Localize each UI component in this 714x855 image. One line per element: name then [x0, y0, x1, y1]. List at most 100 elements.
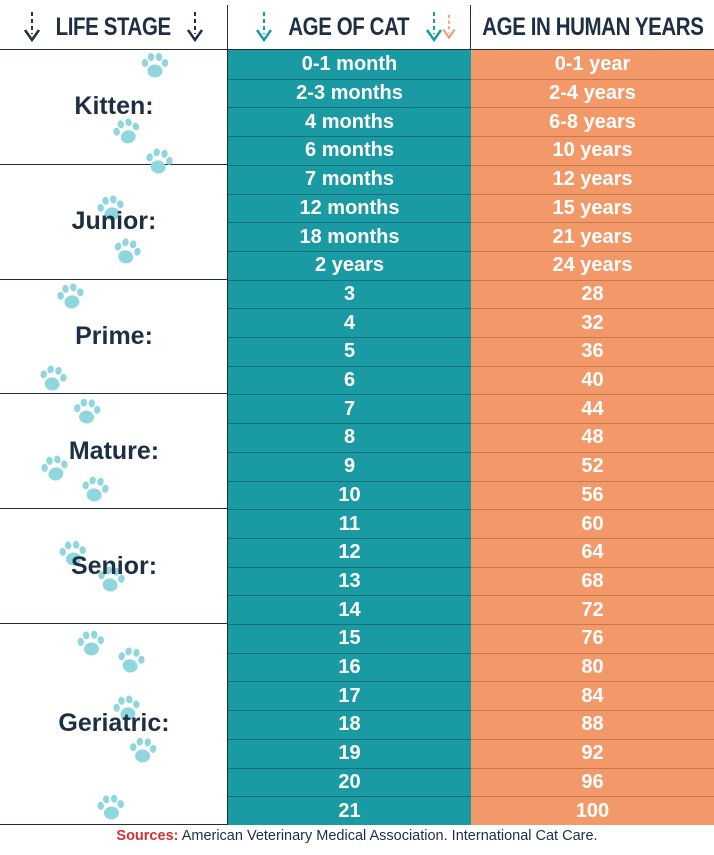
- sources-footer: Sources: American Veterinary Medical Ass…: [0, 828, 714, 844]
- cat-age-cell: 7: [228, 394, 471, 423]
- human-age-cell: 32: [471, 308, 714, 337]
- cat-age-cell: 3: [228, 279, 471, 309]
- stage-kitten: Kitten:: [0, 50, 228, 165]
- stage-geriatric: Geriatric:: [0, 624, 228, 825]
- cat-age-cell: 21: [228, 796, 471, 825]
- cat-age-cell: 12 months: [228, 193, 471, 223]
- arrow-down-icon: [186, 12, 203, 43]
- human-age-cell: 36: [471, 337, 714, 366]
- paw-print-icon: [82, 476, 109, 502]
- age-human-column: [471, 50, 714, 825]
- stage-senior: Senior:: [0, 509, 228, 624]
- paw-print-icon: [59, 540, 86, 566]
- human-age-cell: 56: [471, 480, 714, 510]
- human-age-cell: 28: [471, 279, 714, 309]
- cat-age-cell: 20: [228, 767, 471, 797]
- paw-print-icon: [118, 647, 145, 673]
- human-age-cell: 21 years: [471, 222, 714, 251]
- sources-label: Sources:: [116, 828, 179, 844]
- human-age-cell: 72: [471, 595, 714, 624]
- stage-label: Senior:: [70, 551, 158, 580]
- paw-print-icon: [146, 148, 173, 174]
- cat-age-cell: 5: [228, 337, 471, 366]
- cat-age-cell: 11: [228, 509, 471, 538]
- human-age-cell: 80: [471, 652, 714, 682]
- paw-print-icon: [113, 118, 140, 144]
- header-age-of-cat-label: AGE OF CAT: [288, 12, 410, 41]
- human-age-cell: 84: [471, 681, 714, 710]
- arrow-down-icon: [24, 12, 41, 43]
- stage-junior: Junior:: [0, 165, 228, 280]
- cat-age-cell: 18 months: [228, 222, 471, 251]
- header-life-stage-label: LIFE STAGE: [55, 12, 172, 41]
- sources-text: American Veterinary Medical Association.…: [178, 828, 598, 844]
- human-age-cell: 64: [471, 537, 714, 567]
- cat-age-cell: 16: [228, 652, 471, 682]
- human-age-cell: 10 years: [471, 136, 714, 165]
- cat-age-cell: 4 months: [228, 107, 471, 136]
- cat-age-cell: 18: [228, 710, 471, 739]
- paw-print-icon: [141, 53, 169, 78]
- paw-print-icon: [114, 238, 141, 264]
- arrow-down-icon: [425, 12, 442, 43]
- paw-print-icon: [77, 630, 104, 656]
- paw-print-icon: [74, 398, 101, 424]
- stage-label: Kitten:: [74, 92, 154, 121]
- human-age-cell: 24 years: [471, 250, 714, 280]
- human-age-cell: 48: [471, 423, 714, 452]
- human-age-cell: 15 years: [471, 193, 714, 223]
- human-age-cell: 92: [471, 738, 714, 768]
- cat-age-cell: 19: [228, 738, 471, 768]
- human-age-cell: 60: [471, 509, 714, 538]
- cat-age-cell: 15: [228, 624, 471, 653]
- human-age-cell: 12 years: [471, 164, 714, 194]
- header-age-of-cat: AGE OF CAT: [228, 5, 471, 50]
- arrow-down-icon: [256, 12, 273, 43]
- human-age-cell: 52: [471, 451, 714, 481]
- human-age-cell: 100: [471, 796, 714, 825]
- human-age-cell: 68: [471, 566, 714, 596]
- human-age-cell: 2-4 years: [471, 78, 714, 108]
- paw-print-icon: [98, 566, 125, 592]
- stage-label: Prime:: [75, 321, 153, 350]
- paw-print-icon: [41, 455, 68, 481]
- human-age-cell: 40: [471, 365, 714, 395]
- column-divider: [227, 50, 228, 825]
- header-age-human-label: AGE IN HUMAN YEARS: [481, 12, 704, 41]
- header-life-stage: LIFE STAGE: [0, 5, 228, 50]
- human-age-cell: 76: [471, 624, 714, 653]
- arrow-down-icon: [442, 14, 456, 40]
- cat-age-cell: 9: [228, 451, 471, 481]
- stage-label: Junior:: [71, 207, 157, 236]
- cat-age-cell: 2-3 months: [228, 78, 471, 108]
- stage-mature: Mature:: [0, 394, 228, 510]
- paw-print-icon: [130, 737, 157, 763]
- cat-age-cell: 10: [228, 480, 471, 510]
- cat-age-cell: 7 months: [228, 164, 471, 194]
- human-age-cell: 0-1 year: [554, 52, 631, 75]
- age-of-cat-column: [228, 50, 471, 825]
- stage-label: Geriatric:: [58, 709, 170, 738]
- paw-print-icon: [97, 195, 124, 221]
- cat-age-cell: 8: [228, 423, 471, 452]
- human-age-cell: 44: [471, 394, 714, 423]
- cat-age-cell: 6 months: [228, 136, 471, 165]
- cat-age-cell: 17: [228, 681, 471, 710]
- paw-print-icon: [97, 794, 124, 820]
- human-age-cell: 6-8 years: [471, 107, 714, 136]
- paw-print-icon: [57, 283, 84, 309]
- stage-prime: Prime:: [0, 280, 228, 395]
- human-age-cell: 96: [471, 767, 714, 797]
- cat-age-cell: 4: [228, 308, 471, 337]
- cat-age-cell: 12: [228, 537, 471, 567]
- cat-age-cell: 6: [228, 365, 471, 395]
- header-age-human-years: AGE IN HUMAN YEARS: [442, 5, 714, 50]
- stage-label: Mature:: [68, 436, 160, 465]
- cat-age-cell: 2 years: [228, 250, 471, 280]
- cat-age-cell: 14: [228, 595, 471, 624]
- cat-age-cell: 0-1 month: [301, 52, 398, 75]
- human-age-cell: 88: [471, 710, 714, 739]
- paw-print-icon: [113, 695, 140, 721]
- cat-age-cell: 13: [228, 566, 471, 596]
- paw-print-icon: [40, 365, 67, 391]
